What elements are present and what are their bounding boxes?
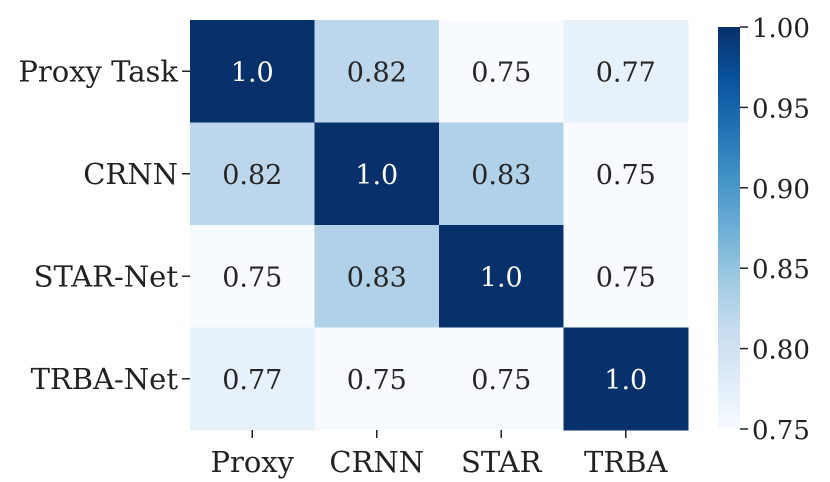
heatmap-cell <box>439 327 564 431</box>
heatmap-cell <box>563 20 689 123</box>
x-tick-label: Proxy <box>210 445 294 479</box>
y-tick-label: STAR-Net <box>34 259 179 293</box>
heatmap-cell <box>314 327 440 431</box>
heatmap-cell <box>563 122 689 226</box>
cell-value-label: 0.83 <box>347 262 407 293</box>
colorbar: 0.75 0.80 0.85 0.90 0.95 1.00 <box>718 14 810 446</box>
cell-value-label: 0.75 <box>596 160 656 191</box>
colorbar-tick-label: 0.75 <box>752 416 810 446</box>
x-tick-label: STAR <box>461 445 543 479</box>
cell-value-label: 0.75 <box>596 262 656 293</box>
heatmap-cells: 1.0 0.82 0.75 0.77 0.82 1.0 0.83 0.75 0.75 0.83 1.… <box>190 20 689 431</box>
colorbar-tick-label: 0.95 <box>752 94 810 124</box>
heatmap-cell <box>439 225 564 328</box>
heatmap-cell <box>314 20 440 123</box>
cell-value-label: 0.75 <box>471 57 531 88</box>
cell-value-label: 1.0 <box>604 365 647 396</box>
cell-value-label: 0.75 <box>222 262 282 293</box>
y-tick-label: Proxy Task <box>18 54 178 88</box>
cell-value-label: 0.82 <box>347 57 407 88</box>
heatmap-cell <box>190 20 315 123</box>
y-tick-label: TRBA-Net <box>31 362 179 396</box>
x-tick-label: CRNN <box>329 445 424 479</box>
cell-value-label: 1.0 <box>231 57 274 88</box>
cell-value-label: 1.0 <box>355 160 398 191</box>
cell-value-label: 1.0 <box>480 262 523 293</box>
heatmap-cell <box>439 20 564 123</box>
heatmap-cell <box>314 122 440 226</box>
column-labels: Proxy CRNN STAR TRBA <box>210 430 669 479</box>
x-tick-label: TRBA <box>584 445 668 479</box>
heatmap-cell <box>563 327 689 431</box>
heatmap-cell <box>190 122 315 226</box>
heatmap-cell <box>439 122 564 226</box>
heatmap-cell <box>314 225 440 328</box>
colorbar-tick-label: 0.90 <box>752 175 810 205</box>
row-labels: Proxy Task CRNN STAR-Net TRBA-Net <box>18 54 190 396</box>
cell-value-label: 0.75 <box>471 365 531 396</box>
cell-value-label: 0.77 <box>222 365 282 396</box>
colorbar-gradient <box>718 27 740 429</box>
cell-value-label: 0.83 <box>471 160 531 191</box>
y-tick-label: CRNN <box>83 157 178 191</box>
colorbar-tick-label: 0.80 <box>752 336 810 366</box>
colorbar-tick-label: 1.00 <box>752 14 810 44</box>
heatmap-cell <box>563 225 689 328</box>
heatmap-cell <box>190 225 315 328</box>
heatmap-cell <box>190 327 315 431</box>
cell-value-label: 0.75 <box>347 365 407 396</box>
cell-value-label: 0.77 <box>596 57 656 88</box>
cell-value-label: 0.82 <box>222 160 282 191</box>
colorbar-tick-label: 0.85 <box>752 255 810 285</box>
